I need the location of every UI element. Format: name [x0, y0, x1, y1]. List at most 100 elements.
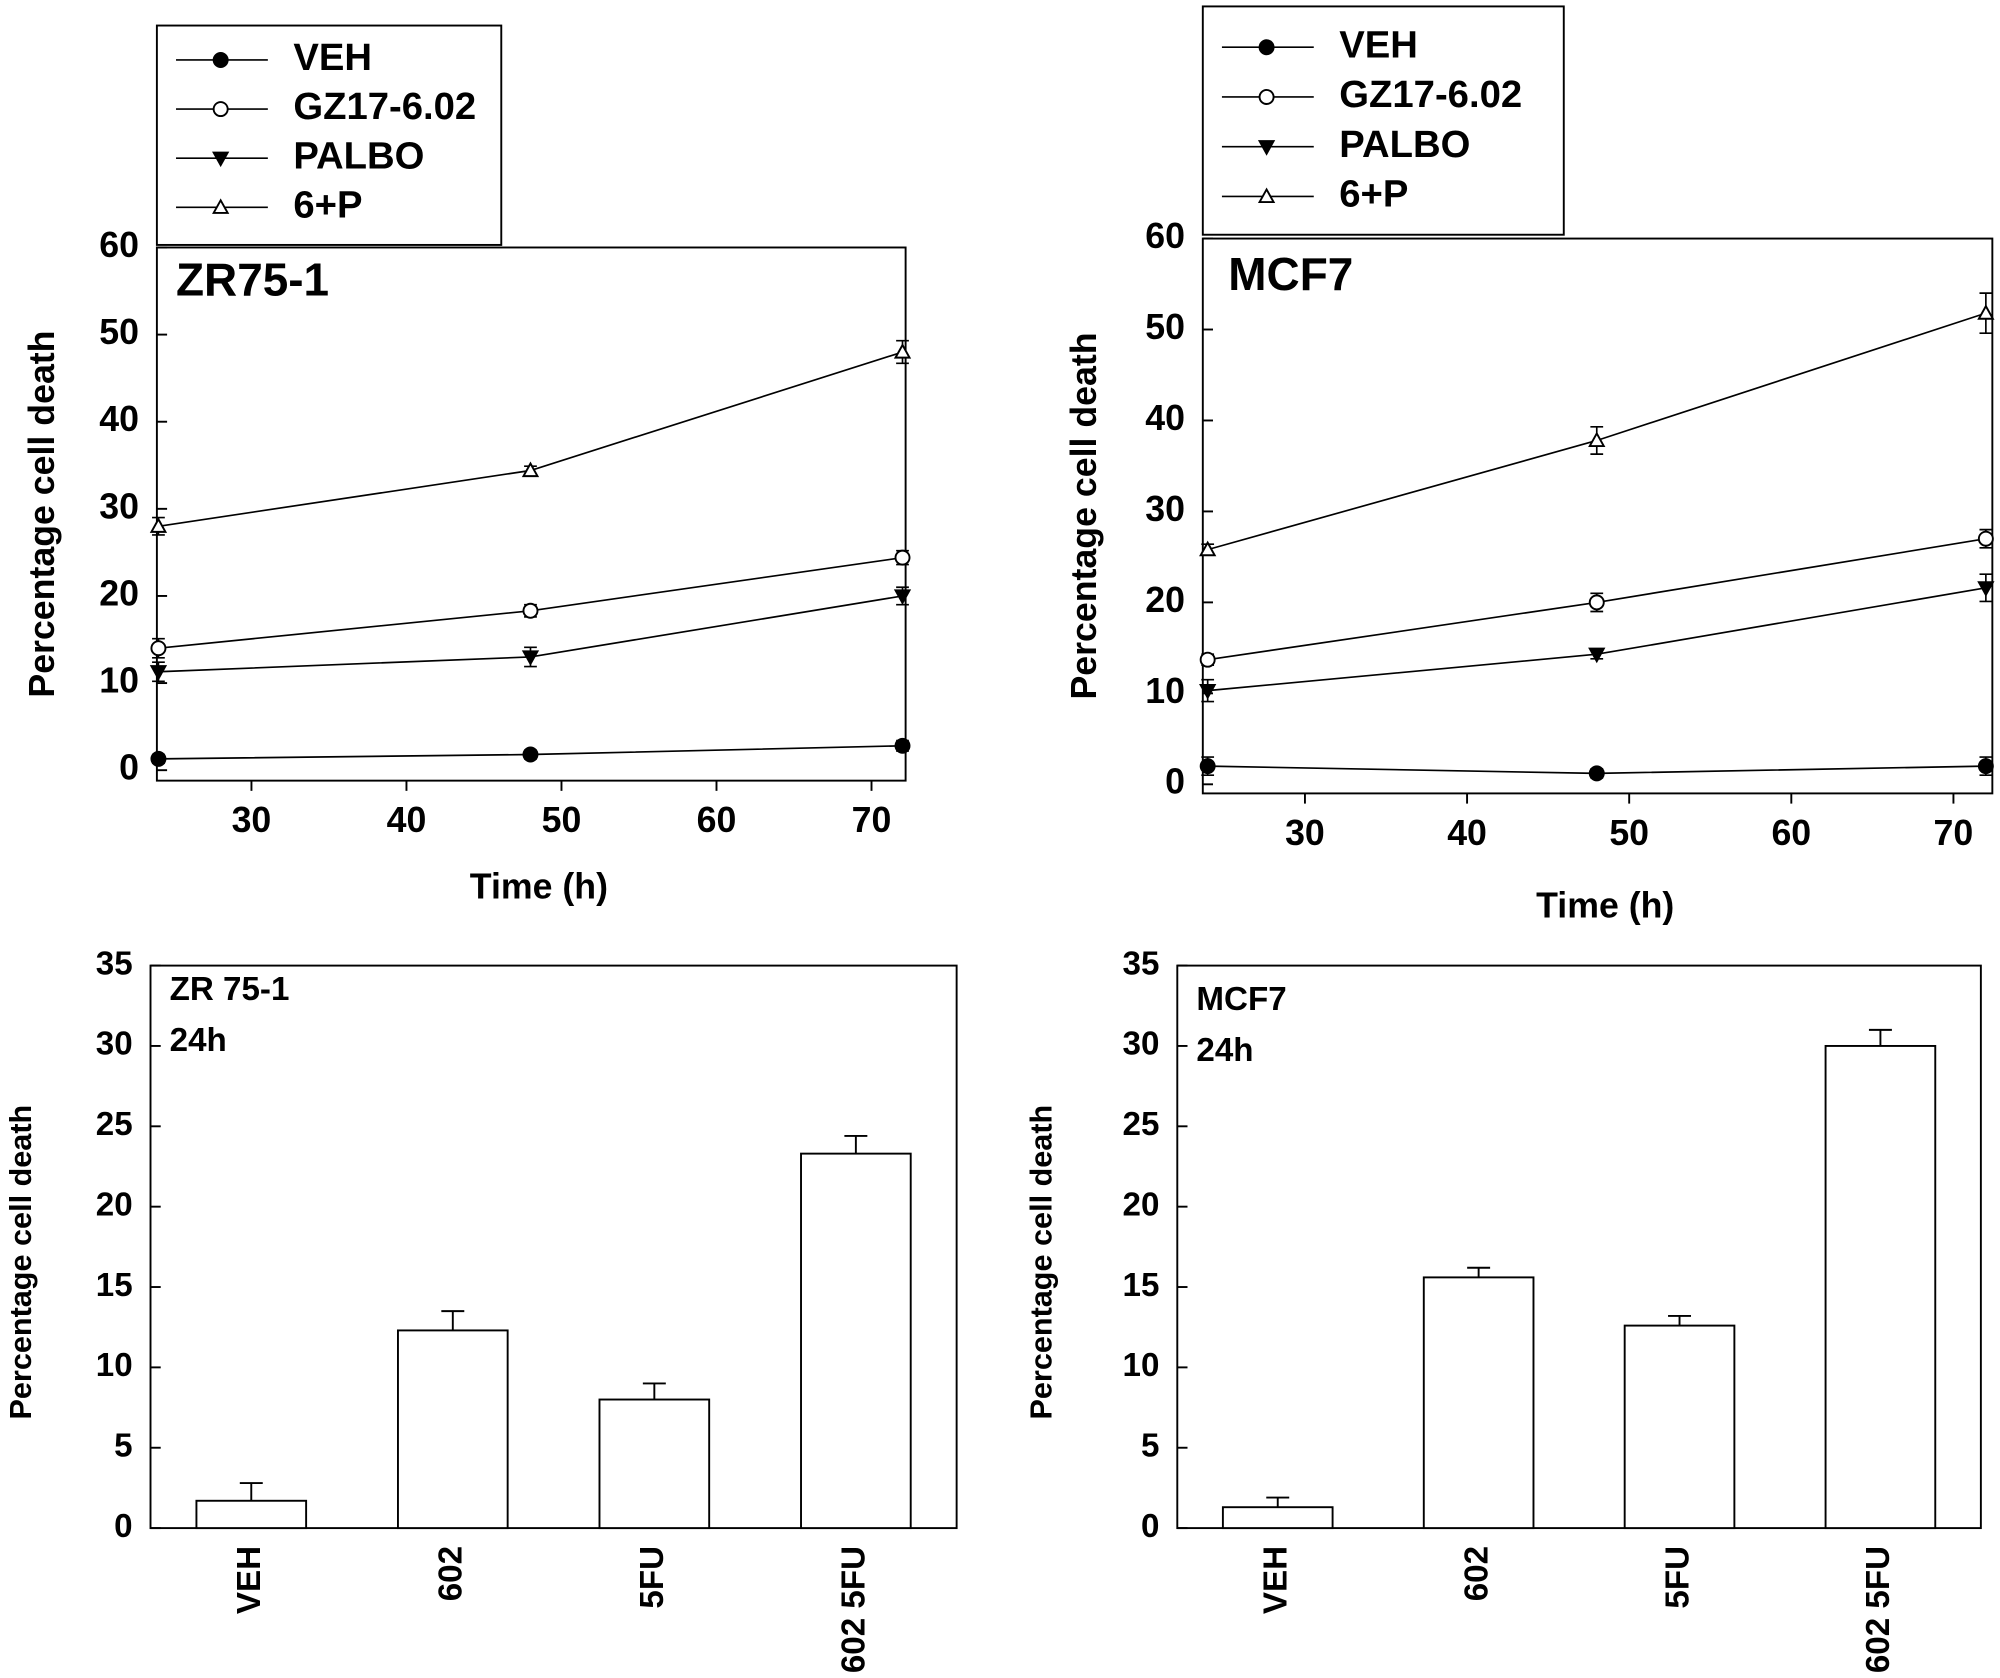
y-tick-label: 30: [99, 486, 139, 526]
panel-annotation: MCF7: [1196, 981, 1286, 1018]
panel-annotation: 24h: [170, 1022, 227, 1059]
error-bar: [1467, 1266, 1491, 1278]
y-tick-label: 10: [1145, 671, 1185, 711]
legend-label: VEH: [293, 36, 372, 79]
y-tick-label: 0: [1141, 1508, 1159, 1545]
marker: [893, 589, 912, 605]
legend-label: GZ17-6.02: [293, 85, 476, 128]
y-tick-label: 20: [1145, 580, 1185, 620]
error-bar: [239, 1482, 263, 1501]
y-tick-label: 20: [99, 573, 139, 613]
x-tick-label: 602: [1458, 1546, 1495, 1601]
legend-label: VEH: [1339, 23, 1418, 66]
bar: [1824, 1044, 1937, 1530]
marker: [1977, 304, 1995, 320]
panel-title: MCF7: [1228, 248, 1353, 300]
legend-label: 6+P: [1339, 173, 1408, 216]
marker: [1257, 187, 1276, 204]
x-tick-label: 70: [1934, 813, 1974, 853]
y-tick-label: 40: [99, 399, 139, 439]
marker: [894, 549, 911, 566]
y-tick-label: 10: [1123, 1347, 1160, 1384]
x-tick-label: VEH: [1258, 1546, 1295, 1614]
y-tick-label: 0: [114, 1508, 132, 1545]
y-tick-label: 30: [1123, 1026, 1160, 1063]
marker: [1258, 88, 1275, 105]
x-tick-label: 5FU: [1659, 1546, 1696, 1609]
x-tick-label: 60: [697, 800, 737, 840]
y-tick-label: 25: [96, 1106, 133, 1143]
y-tick-label: 40: [1145, 398, 1185, 438]
error-bar: [642, 1382, 666, 1400]
plot-frame: [1201, 237, 1994, 795]
legend-label: PALBO: [293, 134, 424, 177]
marker: [893, 343, 912, 359]
panel-title: ZR75-1: [176, 253, 329, 305]
legend-label: GZ17-6.02: [1339, 73, 1522, 116]
x-tick-label: 40: [1447, 813, 1487, 853]
marker: [212, 198, 230, 214]
error-bar: [844, 1134, 868, 1154]
bar: [800, 1152, 912, 1530]
marker: [1199, 540, 1217, 557]
marker: [1258, 39, 1275, 56]
marker: [1257, 140, 1276, 156]
y-tick-label: 10: [96, 1347, 133, 1384]
error-bar: [1668, 1314, 1692, 1326]
x-tick-label: 70: [852, 800, 892, 840]
marker: [1588, 647, 1606, 664]
marker: [1977, 758, 1994, 775]
plot-frame: [1176, 964, 1982, 1530]
x-tick-label: 602: [433, 1546, 470, 1601]
y-tick-label: 0: [119, 748, 139, 788]
legend-label: PALBO: [1339, 123, 1470, 166]
y-tick-label: 20: [1123, 1186, 1160, 1223]
marker: [521, 461, 540, 478]
error-bar: [1266, 1496, 1290, 1508]
y-axis-label: Percentage cell death: [1024, 1105, 1058, 1420]
y-tick-label: 60: [99, 225, 139, 265]
bar: [1221, 1506, 1334, 1530]
marker: [149, 665, 168, 681]
y-axis-label: Percentage cell death: [4, 1105, 38, 1420]
x-axis-label: Time (h): [1536, 886, 1674, 926]
bar: [1623, 1324, 1736, 1530]
y-tick-label: 30: [1145, 489, 1185, 529]
marker: [1588, 765, 1605, 782]
marker: [1588, 594, 1605, 611]
error-bar: [441, 1310, 465, 1331]
y-tick-label: 35: [96, 945, 133, 982]
x-tick-label: 602 5FU: [1860, 1546, 1897, 1673]
marker: [212, 52, 229, 68]
y-tick-label: 0: [1165, 762, 1185, 802]
panel-annotation: 24h: [1196, 1032, 1253, 1069]
marker: [212, 151, 230, 168]
x-tick-label: 40: [387, 800, 427, 840]
y-tick-label: 60: [1145, 216, 1185, 256]
marker: [1199, 684, 1217, 700]
marker: [522, 746, 539, 763]
bar: [1422, 1276, 1535, 1530]
x-tick-label: VEH: [231, 1546, 268, 1614]
marker: [522, 602, 539, 619]
series-line: [158, 351, 903, 528]
marker: [1199, 758, 1216, 775]
y-tick-label: 50: [1145, 307, 1185, 347]
y-tick-label: 5: [1141, 1428, 1159, 1465]
marker: [894, 737, 911, 754]
x-tick-label: 50: [1609, 813, 1649, 853]
marker: [521, 650, 540, 666]
bar: [195, 1499, 308, 1530]
x-tick-label: 30: [1285, 813, 1325, 853]
marker: [150, 640, 167, 657]
panel-annotation: ZR 75-1: [170, 971, 290, 1008]
bar: [598, 1398, 711, 1530]
y-tick-label: 25: [1123, 1106, 1160, 1143]
plot-frame: [155, 246, 907, 782]
y-tick-label: 15: [1123, 1267, 1160, 1304]
y-tick-label: 50: [99, 312, 139, 352]
x-tick-label: 30: [232, 800, 272, 840]
y-tick-label: 5: [114, 1428, 132, 1465]
x-tick-label: 50: [542, 800, 582, 840]
